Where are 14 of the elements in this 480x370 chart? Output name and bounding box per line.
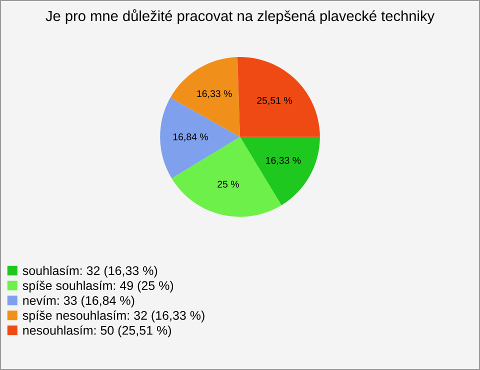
legend-label: spíše nesouhlasím: 32 (16,33 %): [22, 310, 204, 322]
data-label: 25 %: [218, 180, 239, 188]
legend-label: nevím: 33 (16,84 %): [23, 296, 134, 308]
pie-slice: [160, 98, 240, 178]
legend-label: nesouhlasím: 50 (25,51 %): [23, 325, 172, 338]
data-label: 16,33 %: [266, 156, 301, 165]
data-label: 16,84 %: [173, 133, 208, 142]
legend-label: souhlasím: 32 (16,33 %): [22, 266, 158, 278]
chart-title: Je pro mne důležité pracovat na zlepšená plavecké techniky: [46, 9, 435, 24]
pie-slice: [237, 56, 320, 137]
legend-label: spíše souhlasím: 49 (25 %): [22, 280, 174, 292]
data-label: 25,51 %: [257, 97, 292, 106]
pie-slice: [240, 136, 320, 206]
data-label: 16,33 %: [197, 90, 232, 98]
